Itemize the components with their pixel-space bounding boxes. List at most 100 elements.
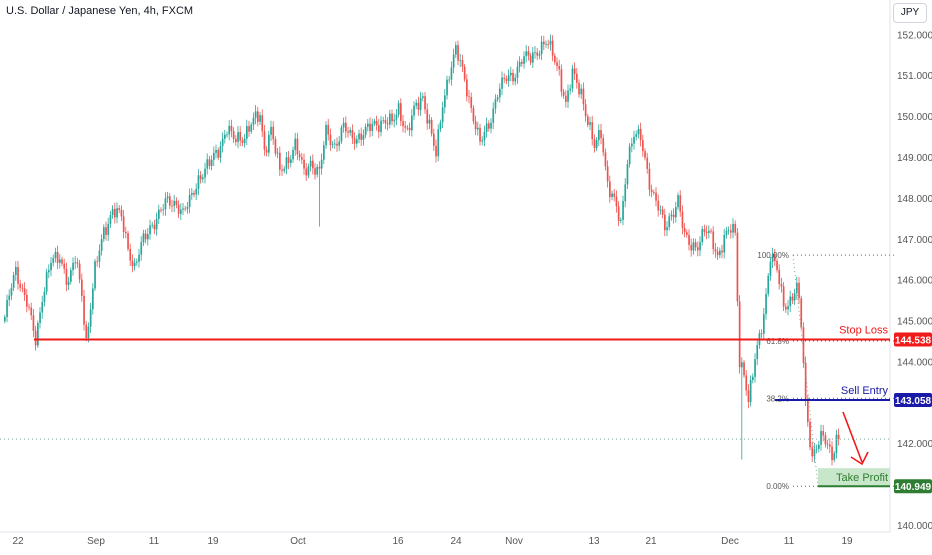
candle-body — [505, 78, 508, 81]
candle-body — [67, 281, 70, 285]
y-tick-label: 147.000 — [897, 235, 932, 246]
candle-body — [664, 214, 666, 231]
candle-body — [316, 166, 319, 175]
candle-body — [699, 242, 701, 251]
candle-body — [626, 164, 629, 185]
candle-body — [428, 119, 431, 124]
candle-body — [329, 134, 332, 145]
candle-body — [637, 128, 640, 135]
candle-body — [208, 159, 211, 166]
take-profit-price-tag — [894, 479, 932, 494]
y-tick-label: 144.000 — [897, 357, 932, 368]
candle-body — [639, 128, 642, 141]
candle-body — [195, 188, 198, 195]
candle-body — [98, 250, 101, 262]
candle-body — [378, 125, 380, 132]
candle-body — [589, 122, 591, 125]
candle-body — [767, 275, 770, 294]
candle-body — [703, 229, 706, 232]
candle-body — [683, 227, 686, 233]
candle-body — [45, 272, 48, 292]
x-tick-label: Nov — [505, 536, 523, 547]
candle-body — [323, 145, 325, 160]
candle-body — [532, 52, 534, 63]
candle-body — [813, 449, 816, 457]
candle-body — [642, 140, 644, 152]
candle-body — [358, 133, 360, 140]
candle-body — [52, 258, 55, 263]
candle-body — [96, 261, 99, 263]
candle-body — [56, 251, 59, 263]
candle-body — [83, 295, 85, 325]
candle-body — [472, 108, 475, 122]
candle-body — [628, 146, 631, 165]
candle-body — [694, 242, 697, 248]
candle-body — [72, 262, 74, 271]
candle-body — [186, 206, 189, 209]
candle-body — [804, 362, 807, 400]
candle-body — [107, 223, 110, 235]
candle-body — [743, 362, 745, 376]
candle-body — [466, 79, 468, 97]
candle-body — [778, 269, 781, 285]
candle-body — [771, 254, 774, 262]
candle-body — [340, 127, 343, 142]
candle-body — [100, 239, 103, 251]
candle-body — [118, 208, 121, 210]
candle-body — [602, 138, 605, 153]
candle-body — [655, 192, 657, 201]
candle-body — [206, 159, 209, 169]
x-tick-label: 24 — [450, 536, 462, 547]
candle-body — [41, 302, 44, 313]
candle-body — [389, 113, 391, 125]
candle-body — [569, 88, 572, 91]
candle-body — [518, 61, 521, 67]
candle-body — [776, 260, 778, 270]
candle-body — [560, 69, 563, 92]
candle-body — [224, 134, 226, 139]
candle-body — [534, 52, 536, 54]
currency-button[interactable]: JPY — [893, 3, 927, 23]
candle-body — [455, 45, 457, 55]
candle-body — [136, 261, 138, 263]
take-profit-label: Take Profit — [836, 472, 888, 484]
candle-body — [507, 75, 510, 81]
candle-body — [158, 209, 160, 219]
x-tick-label: 19 — [841, 536, 853, 547]
candle-body — [435, 145, 437, 157]
candle-body — [441, 107, 444, 123]
candle-body — [193, 192, 195, 195]
candle-body — [246, 126, 248, 139]
candle-body — [527, 51, 530, 56]
candle-body — [182, 208, 184, 210]
candle-body — [496, 97, 499, 100]
candle-body — [362, 135, 365, 140]
candle-body — [633, 136, 635, 144]
candle-body — [349, 130, 352, 133]
candle-body — [433, 133, 435, 146]
candle-body — [745, 375, 748, 391]
candle-body — [325, 124, 327, 146]
candle-body — [798, 282, 800, 299]
y-tick-label: 146.000 — [897, 276, 932, 287]
candle-body — [708, 230, 710, 233]
candle-body — [235, 138, 237, 143]
candle-body — [50, 262, 52, 271]
candle-body — [457, 45, 459, 61]
candle-body — [494, 99, 497, 109]
candle-body — [615, 196, 618, 207]
candle-body — [114, 208, 116, 218]
candle-body — [265, 149, 268, 153]
candle-body — [384, 120, 387, 124]
candle-body — [485, 123, 488, 132]
candle-body — [501, 77, 503, 89]
candle-body — [452, 54, 455, 68]
candle-body — [129, 248, 132, 261]
candle-body — [675, 207, 677, 218]
candle-body — [754, 359, 756, 377]
candle-body — [166, 196, 169, 199]
candle-body — [180, 209, 182, 214]
candle-body — [147, 234, 149, 240]
